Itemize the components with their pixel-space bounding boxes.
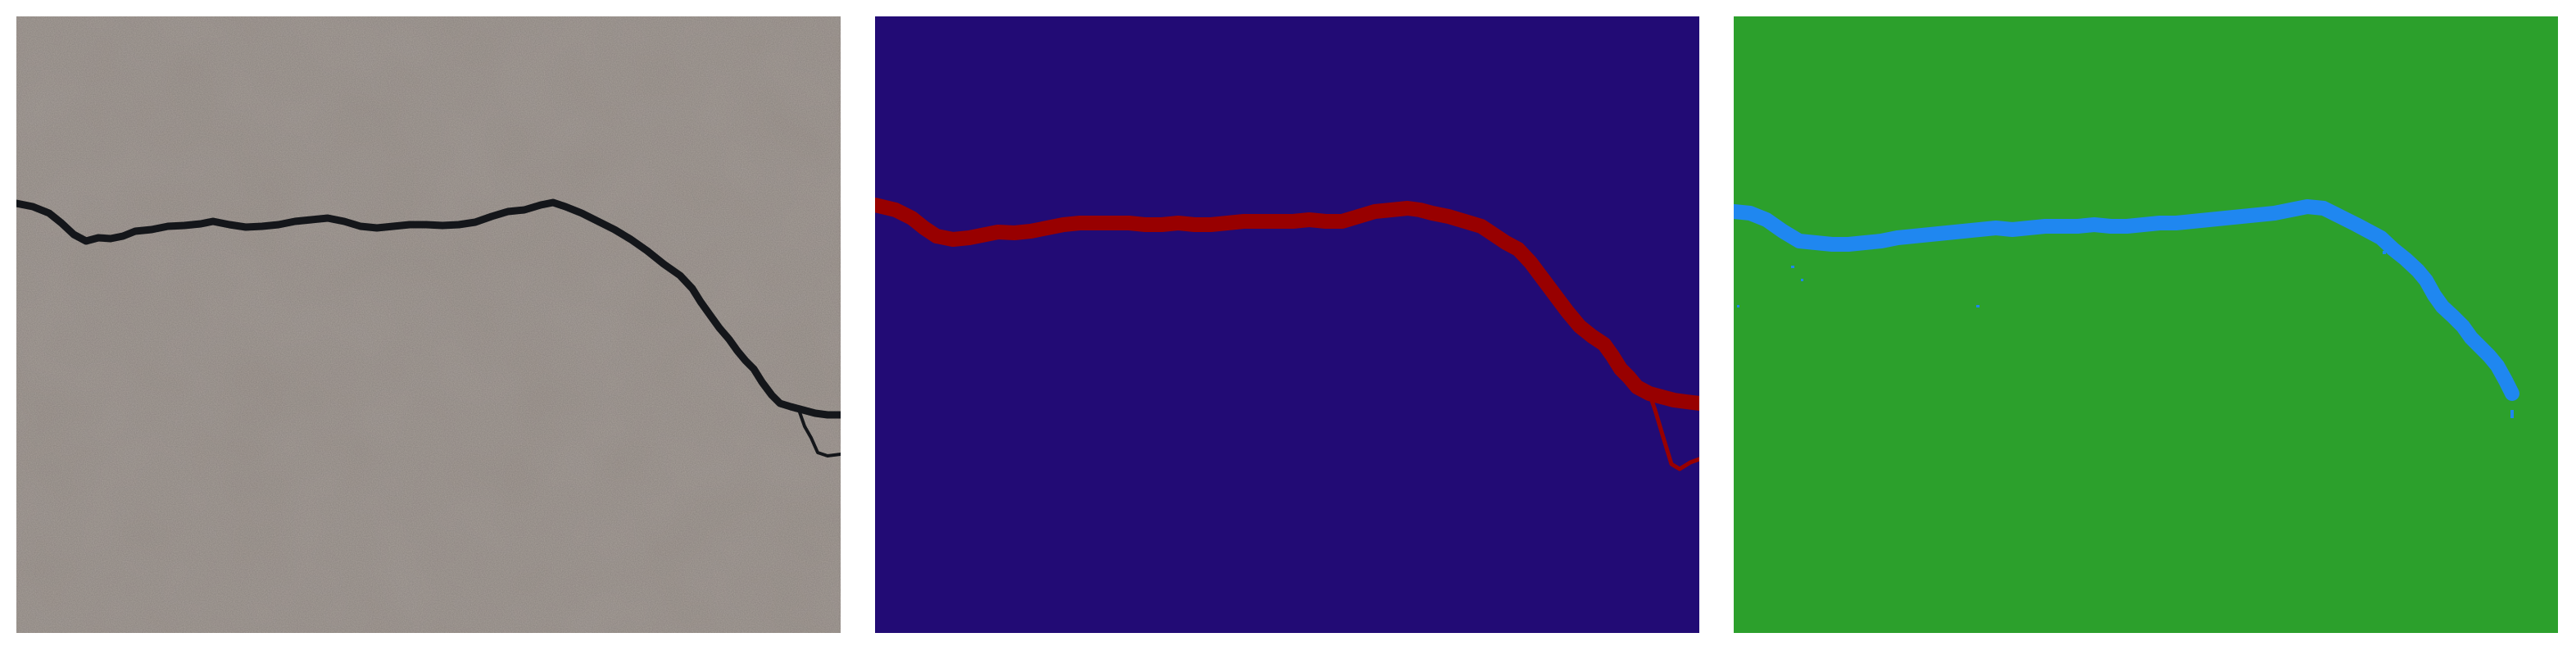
concrete-crack-photo-canvas	[16, 16, 841, 633]
noise-speck	[1801, 279, 1803, 281]
noise-speck	[2383, 251, 2386, 254]
ground-truth-crack	[875, 198, 1699, 411]
noise-speck	[1737, 305, 1739, 307]
predicted-crack	[1734, 199, 2519, 401]
ground-truth-mask	[875, 16, 1699, 633]
noise-speck	[2510, 410, 2514, 418]
prediction-mask-canvas	[1734, 16, 2558, 633]
mask-background	[875, 16, 1699, 633]
crack-branch	[797, 408, 841, 458]
predicted-noise-specks	[1737, 251, 2514, 418]
mask-background	[1734, 16, 2558, 633]
concrete-grain	[16, 16, 841, 633]
crack-line	[16, 198, 841, 419]
ground-truth-mask-canvas	[875, 16, 1699, 633]
noise-speck	[1976, 305, 1980, 307]
ground-truth-crack-branch	[1647, 391, 1699, 471]
noise-speck	[1791, 266, 1794, 268]
concrete-crack-photo	[16, 16, 841, 633]
prediction-mask	[1734, 16, 2558, 633]
